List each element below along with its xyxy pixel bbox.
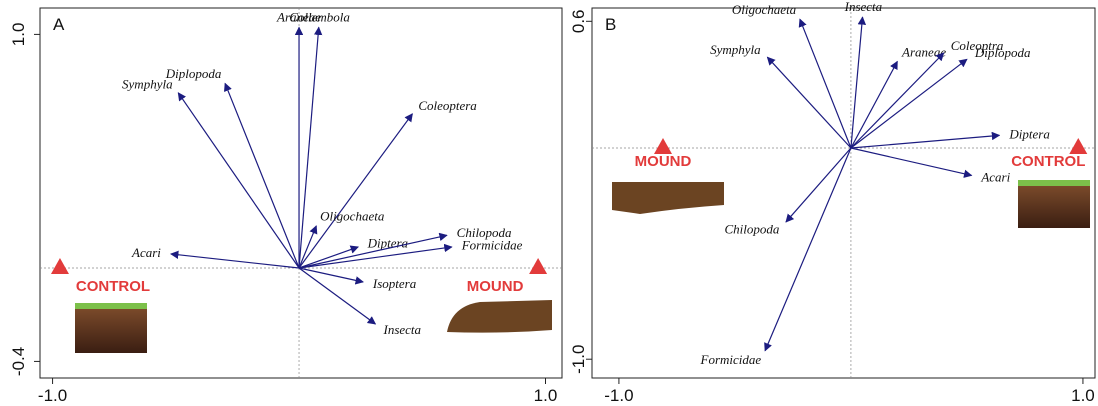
site-label: MOUND — [467, 278, 524, 295]
y-tick-label: -0.4 — [9, 347, 28, 376]
y-tick-label: 1.0 — [9, 23, 28, 47]
site-marker — [529, 258, 547, 274]
control-soil-image — [75, 303, 147, 353]
species-label: Chilopoda — [724, 221, 779, 236]
vector-arrow — [767, 57, 851, 148]
species-label: Diptera — [1008, 126, 1050, 141]
vector-arrow — [299, 27, 319, 268]
vector-arrow — [851, 135, 999, 148]
species-label: Diplopoda — [165, 66, 222, 81]
vector-arrow — [851, 59, 967, 148]
x-tick-label: -1.0 — [38, 386, 67, 405]
vector-arrow — [178, 93, 299, 268]
species-label: Oligochaeta — [732, 2, 797, 17]
control-soil-image — [1018, 180, 1090, 228]
species-label: Isoptera — [372, 276, 417, 291]
panel-label: B — [605, 15, 616, 34]
species-label: Diplopoda — [974, 45, 1031, 60]
vector-arrow — [171, 254, 299, 268]
vector-arrow — [800, 19, 851, 148]
mound-image — [447, 300, 552, 333]
vector-arrow — [225, 83, 299, 268]
species-label: Acari — [131, 245, 161, 260]
species-label: Oligochaeta — [320, 209, 385, 224]
y-tick-label: 0.6 — [569, 9, 588, 33]
site-marker — [51, 258, 69, 274]
vector-arrow — [765, 148, 851, 351]
mound-image — [612, 182, 724, 214]
vector-arrow — [851, 148, 972, 175]
species-label: Symphyla — [710, 42, 761, 57]
species-label: Insecta — [382, 322, 421, 337]
species-label: Coleoptera — [418, 98, 477, 113]
y-tick-label: -1.0 — [569, 345, 588, 374]
site-marker — [1069, 138, 1087, 154]
vector-arrow — [786, 148, 851, 222]
species-label: Collembola — [289, 9, 350, 24]
panel-label: A — [53, 15, 65, 34]
site-label: MOUND — [635, 153, 692, 170]
x-tick-label: 1.0 — [534, 386, 558, 405]
site-marker — [654, 138, 672, 154]
x-tick-label: -1.0 — [604, 386, 633, 405]
species-label: Formicidae — [700, 352, 762, 367]
site-label: CONTROL — [1011, 153, 1085, 170]
x-tick-label: 1.0 — [1071, 386, 1095, 405]
vector-arrow — [851, 53, 944, 148]
species-label: Acari — [980, 170, 1010, 185]
figure: A-1.01.0-0.41.0AraneaeCollembolaSymphyla… — [0, 0, 1098, 406]
species-label: Insecta — [844, 0, 883, 14]
site-label: CONTROL — [76, 278, 150, 295]
species-label: Formicidae — [461, 238, 523, 253]
